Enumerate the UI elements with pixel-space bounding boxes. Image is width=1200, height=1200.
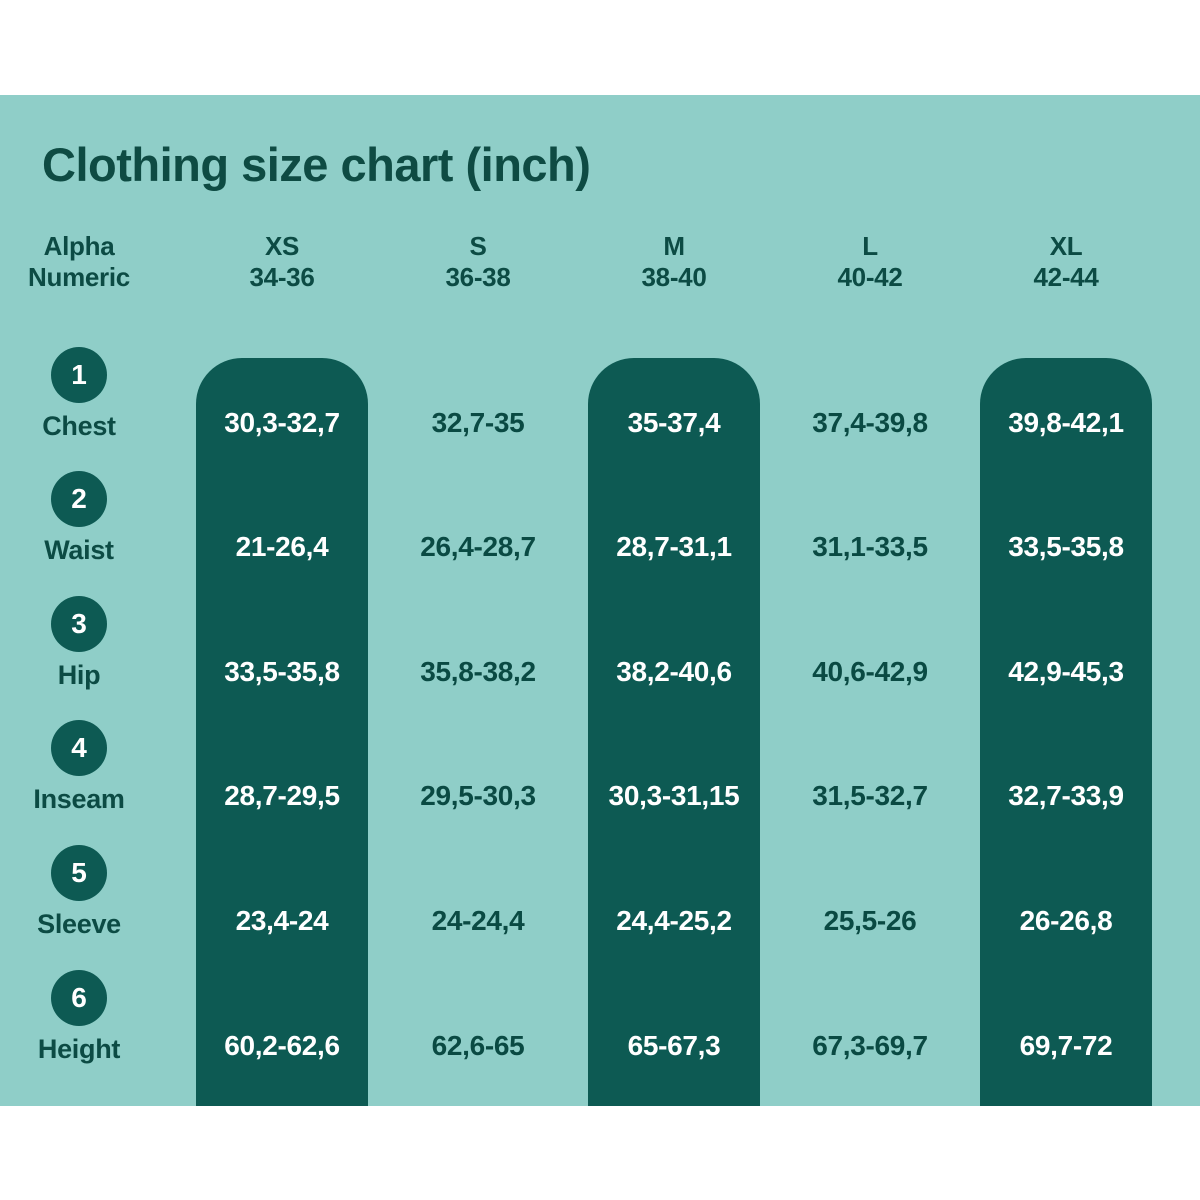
table-cell: 38,2-40,6 <box>616 656 732 687</box>
table-cell: 65-67,3 <box>627 1030 721 1061</box>
table-cell: 26-26,8 <box>1019 905 1113 936</box>
header-size-column: XS 34-36 <box>184 231 380 293</box>
row-number-badge: 4 <box>51 720 107 776</box>
table-cell: 40,6-42,9 <box>812 656 928 687</box>
chart-panel: Clothing size chart (inch) Alpha Numeric X… <box>0 95 1200 1106</box>
size-numeric-label: 40-42 <box>837 262 903 292</box>
column-highlight-pill <box>196 358 368 1106</box>
header-size-column: L 40-42 <box>772 231 968 293</box>
table-cell: 31,1-33,5 <box>812 531 928 562</box>
row-label: Inseam <box>33 784 125 814</box>
table-cell: 60,2-62,6 <box>224 1030 340 1061</box>
header-size-column: S 36-38 <box>380 231 576 293</box>
table-cell: 67,3-69,7 <box>812 1030 928 1061</box>
size-numeric-label: 34-36 <box>249 262 315 292</box>
table-cell: 32,7-33,9 <box>1008 780 1124 811</box>
table-cell: 30,3-31,15 <box>608 780 740 811</box>
column-highlight-pill <box>980 358 1152 1106</box>
table-cell: 35,8-38,2 <box>420 656 536 687</box>
table-cell: 23,4-24 <box>235 905 329 936</box>
size-alpha-label: L <box>862 231 878 261</box>
table-cell: 39,8-42,1 <box>1008 407 1124 438</box>
header-label-line: Numeric <box>28 262 130 292</box>
table-cell: 29,5-30,3 <box>420 780 536 811</box>
row-number-badge: 5 <box>51 845 107 901</box>
row-label: Sleeve <box>37 909 121 939</box>
table-cell: 28,7-31,1 <box>616 531 732 562</box>
row-label: Hip <box>57 660 101 690</box>
size-alpha-label: XL <box>1049 231 1083 261</box>
table-cell: 33,5-35,8 <box>1008 531 1124 562</box>
table-cell: 31,5-32,7 <box>812 780 928 811</box>
size-alpha-label: S <box>469 231 487 261</box>
table-cell: 69,7-72 <box>1019 1030 1113 1061</box>
table-cell: 24-24,4 <box>431 905 525 936</box>
row-number-badge: 2 <box>51 471 107 527</box>
table-cell: 62,6-65 <box>431 1030 525 1061</box>
table-cell: 33,5-35,8 <box>224 656 340 687</box>
table-cell: 21-26,4 <box>235 531 329 562</box>
header-size-column: XL 42-44 <box>968 231 1164 293</box>
row-number-badge: 6 <box>51 970 107 1026</box>
table-cell: 28,7-29,5 <box>224 780 340 811</box>
table-cell: 24,4-25,2 <box>616 905 732 936</box>
size-numeric-label: 38-40 <box>641 262 707 292</box>
size-numeric-label: 36-38 <box>445 262 511 292</box>
column-highlight-pill <box>588 358 760 1106</box>
table-cell: 37,4-39,8 <box>812 407 928 438</box>
table-cell: 26,4-28,7 <box>420 531 536 562</box>
row-number-badge: 1 <box>51 347 107 403</box>
row-label: Chest <box>42 411 116 441</box>
header-label-column: Alpha Numeric <box>0 231 177 293</box>
header-label-line: Alpha <box>43 231 115 261</box>
row-label: Waist <box>44 535 114 565</box>
size-alpha-label: M <box>663 231 685 261</box>
table-cell: 42,9-45,3 <box>1008 656 1124 687</box>
size-numeric-label: 42-44 <box>1033 262 1099 292</box>
page-title: Clothing size chart (inch) <box>42 138 591 191</box>
table-cell: 32,7-35 <box>431 407 525 438</box>
row-number-badge: 3 <box>51 596 107 652</box>
header-size-column: M 38-40 <box>576 231 772 293</box>
row-label: Height <box>37 1034 121 1064</box>
table-cell: 30,3-32,7 <box>224 407 340 438</box>
table-cell: 25,5-26 <box>823 905 917 936</box>
size-alpha-label: XS <box>264 231 300 261</box>
table-cell: 35-37,4 <box>627 407 721 438</box>
